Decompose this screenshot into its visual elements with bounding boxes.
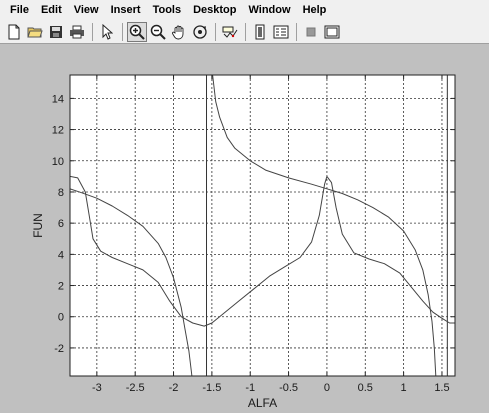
toolbar-separator	[215, 22, 216, 41]
print-icon	[70, 25, 84, 38]
save-icon	[50, 25, 62, 38]
print-button[interactable]	[67, 22, 87, 42]
zoom-out-icon	[150, 24, 166, 40]
y-axis-label: FUN	[31, 213, 45, 238]
y-tick-label: -2	[54, 343, 64, 355]
open-button[interactable]	[25, 22, 45, 42]
open-folder-icon	[27, 27, 43, 37]
colorbar-button[interactable]	[250, 22, 270, 42]
y-ticks: -2 0 2 4 6 8 10 12 14	[52, 93, 455, 355]
legend-button[interactable]	[271, 22, 291, 42]
y-tick-label: 0	[58, 312, 64, 324]
y-tick-label: 10	[52, 156, 64, 168]
figure-toolbar	[0, 20, 489, 44]
zoom-in-icon	[129, 24, 145, 40]
menu-insert[interactable]: Insert	[110, 4, 141, 16]
plot-area[interactable]: -3 -2.5 -2 -1.5 -1 -0.5 0 0.5 1 1.5 -2 0 2 4 6 8 10 12 14…	[0, 45, 489, 413]
x-axis-label: ALFA	[248, 396, 277, 410]
toolbar-separator	[92, 22, 93, 41]
x-tick-label: -0.5	[279, 382, 298, 394]
hide-plot-tools-button[interactable]	[301, 22, 321, 42]
colorbar-icon	[255, 24, 265, 39]
data-cursor-button[interactable]	[220, 22, 240, 42]
axes-box	[69, 74, 456, 377]
x-tick-label: -2.5	[126, 382, 145, 394]
menu-window[interactable]: Window	[248, 4, 291, 16]
x-tick-label: 0	[324, 382, 330, 394]
toolbar-separator	[122, 22, 123, 41]
toolbar-separator	[245, 22, 246, 41]
x-tick-label: -3	[92, 382, 102, 394]
data-cursor-icon	[222, 26, 238, 38]
new-file-icon	[8, 24, 20, 39]
hide-plot-tools-icon	[306, 27, 316, 36]
rotate-3d-icon	[193, 24, 207, 39]
menu-view[interactable]: View	[73, 4, 99, 16]
edit-plot-button[interactable]	[97, 22, 117, 42]
y-tick-label: 12	[52, 125, 64, 137]
menu-tools[interactable]: Tools	[152, 4, 182, 16]
x-tick-label: 1	[401, 382, 407, 394]
series-line-2	[212, 75, 437, 376]
save-button[interactable]	[46, 22, 66, 42]
pan-button[interactable]	[169, 22, 189, 42]
menu-file[interactable]: File	[10, 4, 29, 16]
menu-desktop[interactable]: Desktop	[193, 4, 237, 16]
pan-hand-icon	[172, 25, 184, 39]
rotate-3d-button[interactable]	[190, 22, 210, 42]
y-tick-label: 2	[58, 281, 64, 293]
x-tick-label: -1.5	[202, 382, 221, 394]
zoom-out-button[interactable]	[148, 22, 168, 42]
x-tick-label: 0.5	[358, 382, 373, 394]
series-line-3	[70, 175, 455, 327]
pointer-icon	[102, 23, 113, 40]
asymptote-lines	[206, 75, 448, 376]
y-tick-label: 8	[58, 187, 64, 199]
y-tick-label: 14	[52, 93, 64, 105]
menu-help[interactable]: Help	[302, 4, 327, 16]
x-tick-label: 1.5	[434, 382, 449, 394]
legend-icon	[273, 25, 289, 38]
y-tick-label: 6	[58, 218, 64, 230]
menu-bar: File Edit View Insert Tools Desktop Wind…	[0, 0, 489, 20]
menu-edit[interactable]: Edit	[40, 4, 62, 16]
grid-horizontal	[70, 97, 455, 349]
x-tick-label: -1	[245, 382, 255, 394]
x-tick-label: -2	[169, 382, 179, 394]
plot-series	[70, 75, 455, 376]
axes-background	[70, 75, 455, 376]
new-file-button[interactable]	[4, 22, 24, 42]
show-plot-tools-icon	[324, 25, 340, 38]
toolbar-separator	[296, 22, 297, 41]
series-line-1	[70, 188, 193, 376]
show-plot-tools-button[interactable]	[322, 22, 342, 42]
x-ticks: -3 -2.5 -2 -1.5 -1 -0.5 0 0.5 1 1.5	[92, 75, 450, 394]
zoom-in-button[interactable]	[127, 21, 147, 42]
y-tick-label: 4	[58, 249, 64, 261]
